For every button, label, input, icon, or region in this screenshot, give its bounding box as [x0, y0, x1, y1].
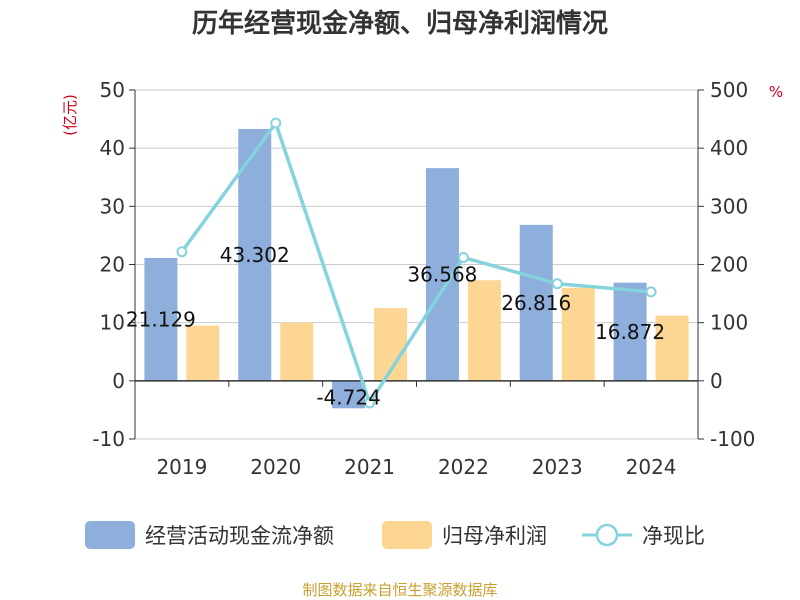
- x-tick-label: 2023: [532, 455, 583, 479]
- legend-swatch-ratio-point: [595, 523, 619, 547]
- left-tick-label: 10: [100, 311, 125, 335]
- cashflow-data-label: -4.724: [316, 385, 380, 409]
- right-tick-label: -100: [710, 427, 755, 451]
- x-tick-label: 2019: [156, 455, 207, 479]
- left-tick-label: 50: [100, 78, 125, 102]
- left-tick-label: 30: [100, 194, 125, 218]
- net-profit-bar: [655, 315, 689, 381]
- cashflow-data-label: 16.872: [595, 320, 665, 344]
- grid-layer: [135, 89, 698, 440]
- ratio-line: [180, 119, 652, 407]
- x-tick-label: 2024: [626, 455, 677, 479]
- net-profit-bar: [561, 287, 595, 381]
- right-tick-label: 100: [710, 311, 748, 335]
- legend-label: 经营活动现金流净额: [145, 524, 334, 548]
- right-tick-label: 0: [710, 369, 723, 393]
- cashflow-data-label: 21.129: [126, 307, 196, 331]
- cashflow-bar: [144, 257, 178, 381]
- ratio-point: [176, 246, 188, 258]
- net-profit-bar: [186, 325, 220, 381]
- legend-label: 净现比: [642, 524, 705, 548]
- x-tick-label: 2022: [438, 455, 489, 479]
- source-note: 制图数据来自恒生聚源数据库: [302, 581, 497, 599]
- net-profit-bar: [467, 280, 501, 381]
- left-tick-label: 0: [112, 369, 125, 393]
- left-tick-label: -10: [92, 427, 125, 451]
- ratio-point: [270, 117, 282, 129]
- cashflow-bar: [613, 282, 647, 381]
- cashflow-bar: [519, 224, 553, 381]
- cashflow-data-label: 26.816: [501, 291, 571, 315]
- cashflow-data-label: 43.302: [220, 243, 290, 267]
- right-axis-unit: %: [769, 83, 783, 101]
- left-tick-label: 20: [100, 253, 125, 277]
- line-layer: [176, 117, 657, 409]
- left-tick-label: 40: [100, 136, 125, 160]
- cashflow-bar: [332, 380, 366, 409]
- ratio-point: [551, 278, 563, 290]
- legend-label: 归母净利润: [442, 524, 547, 548]
- ratio-point: [457, 252, 469, 264]
- right-tick-label: 400: [710, 136, 748, 160]
- cashflow-data-label: 36.568: [407, 262, 477, 286]
- legend: 经营活动现金流净额 归母净利润 净现比: [85, 521, 705, 549]
- legend-swatch-cashflow: [85, 521, 135, 549]
- label-layer: 21.129 43.302 -4.724 36.568 26.816 16.872: [126, 243, 665, 409]
- x-tick-label: 2021: [344, 455, 395, 479]
- net-profit-bar: [280, 322, 314, 381]
- right-tick-label: 200: [710, 253, 748, 277]
- x-tick-label: 2020: [250, 455, 301, 479]
- right-tick-label: 500: [710, 78, 748, 102]
- left-axis-unit: (亿元): [61, 94, 79, 136]
- ratio-point: [364, 397, 376, 409]
- legend-swatch-net-profit: [382, 521, 432, 549]
- right-tick-label: 300: [710, 194, 748, 218]
- ratio-point: [645, 286, 657, 298]
- chart-title: 历年经营现金净额、归母净利润情况: [192, 8, 608, 39]
- cashflow-bar: [238, 128, 272, 381]
